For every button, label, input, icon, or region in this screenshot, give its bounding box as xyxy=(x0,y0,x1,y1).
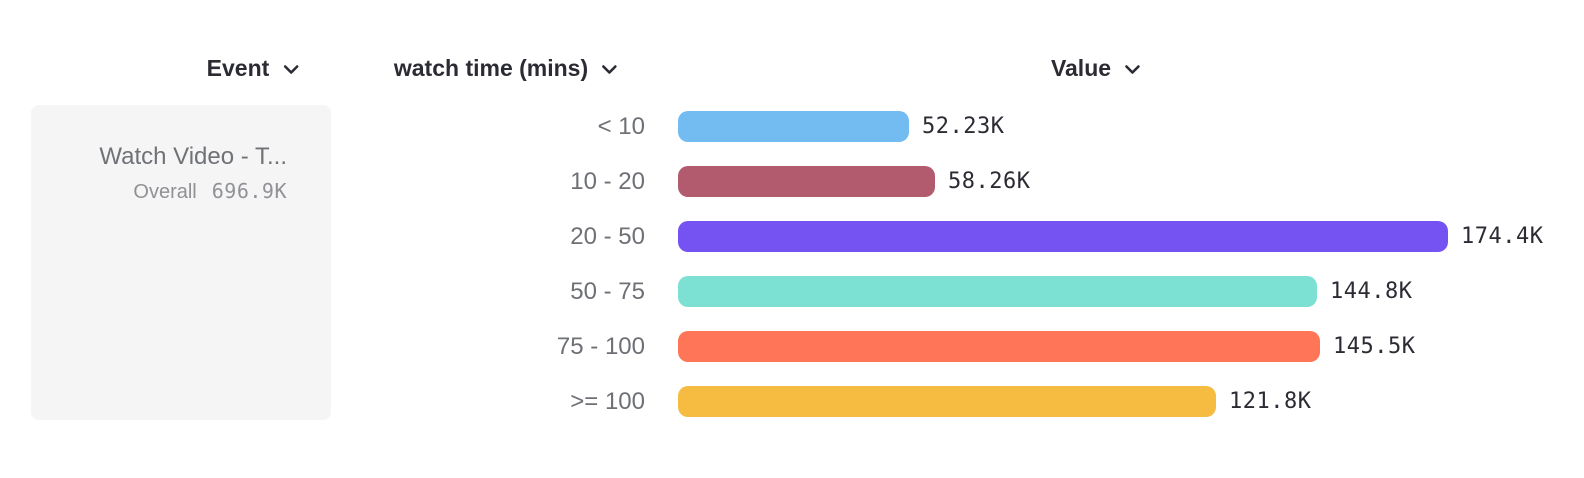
bar-row: 20 - 50 174.4K xyxy=(0,209,1584,264)
column-header-watch-time-label: watch time (mins) xyxy=(393,54,589,81)
bar[interactable] xyxy=(678,331,1320,362)
bucket-label: 50 - 75 xyxy=(570,277,645,305)
bar-track: 52.23K xyxy=(678,111,1584,142)
bucket-label: >= 100 xyxy=(570,387,645,415)
bar-value-label: 121.8K xyxy=(1229,389,1312,414)
chevron-down-icon xyxy=(283,65,299,74)
bar-track: 121.8K xyxy=(678,386,1584,417)
chevron-down-icon xyxy=(602,65,617,74)
bar[interactable] xyxy=(678,111,909,142)
event-title: Watch Video - T... xyxy=(99,143,287,170)
column-header-value[interactable]: Value xyxy=(1051,52,1141,84)
bar-track: 145.5K xyxy=(678,331,1584,362)
bar-value-label: 174.4K xyxy=(1461,224,1544,249)
bar-chart: < 10 52.23K 10 - 20 58.26K 20 - 50 174.4… xyxy=(0,99,1584,429)
bar-row: 10 - 20 58.26K xyxy=(0,154,1584,209)
bar-row: >= 100 121.8K xyxy=(0,374,1584,429)
bar[interactable] xyxy=(678,166,935,197)
bar-value-label: 145.5K xyxy=(1333,334,1416,359)
overall-value: 696.9K xyxy=(211,179,287,203)
bucket-label: 10 - 20 xyxy=(570,167,645,195)
bar-row: < 10 52.23K xyxy=(0,99,1584,154)
overall-label: Overall xyxy=(133,181,197,203)
bar[interactable] xyxy=(678,221,1448,252)
bar[interactable] xyxy=(678,386,1216,417)
bar-value-label: 58.26K xyxy=(948,169,1031,194)
column-header-value-label: Value xyxy=(1050,54,1112,81)
bucket-label: 75 - 100 xyxy=(556,332,645,360)
bar[interactable] xyxy=(678,276,1317,307)
column-header-event[interactable]: Event xyxy=(207,52,300,84)
event-card[interactable]: Watch Video - T... Overall 696.9K xyxy=(31,105,331,420)
column-header-event-label: Event xyxy=(206,54,270,81)
bucket-label: 20 - 50 xyxy=(570,222,645,250)
chevron-down-icon xyxy=(1125,65,1140,74)
bar-value-label: 144.8K xyxy=(1330,279,1413,304)
bar-track: 58.26K xyxy=(678,166,1584,197)
bar-row: 75 - 100 145.5K xyxy=(0,319,1584,374)
event-overall-row: Overall 696.9K xyxy=(31,179,287,204)
bar-value-label: 52.23K xyxy=(922,114,1005,139)
bar-row: 50 - 75 144.8K xyxy=(0,264,1584,319)
column-header-watch-time[interactable]: watch time (mins) xyxy=(394,52,618,84)
bucket-label: < 10 xyxy=(597,112,645,140)
bar-track: 144.8K xyxy=(678,276,1584,307)
bar-track: 174.4K xyxy=(678,221,1584,252)
